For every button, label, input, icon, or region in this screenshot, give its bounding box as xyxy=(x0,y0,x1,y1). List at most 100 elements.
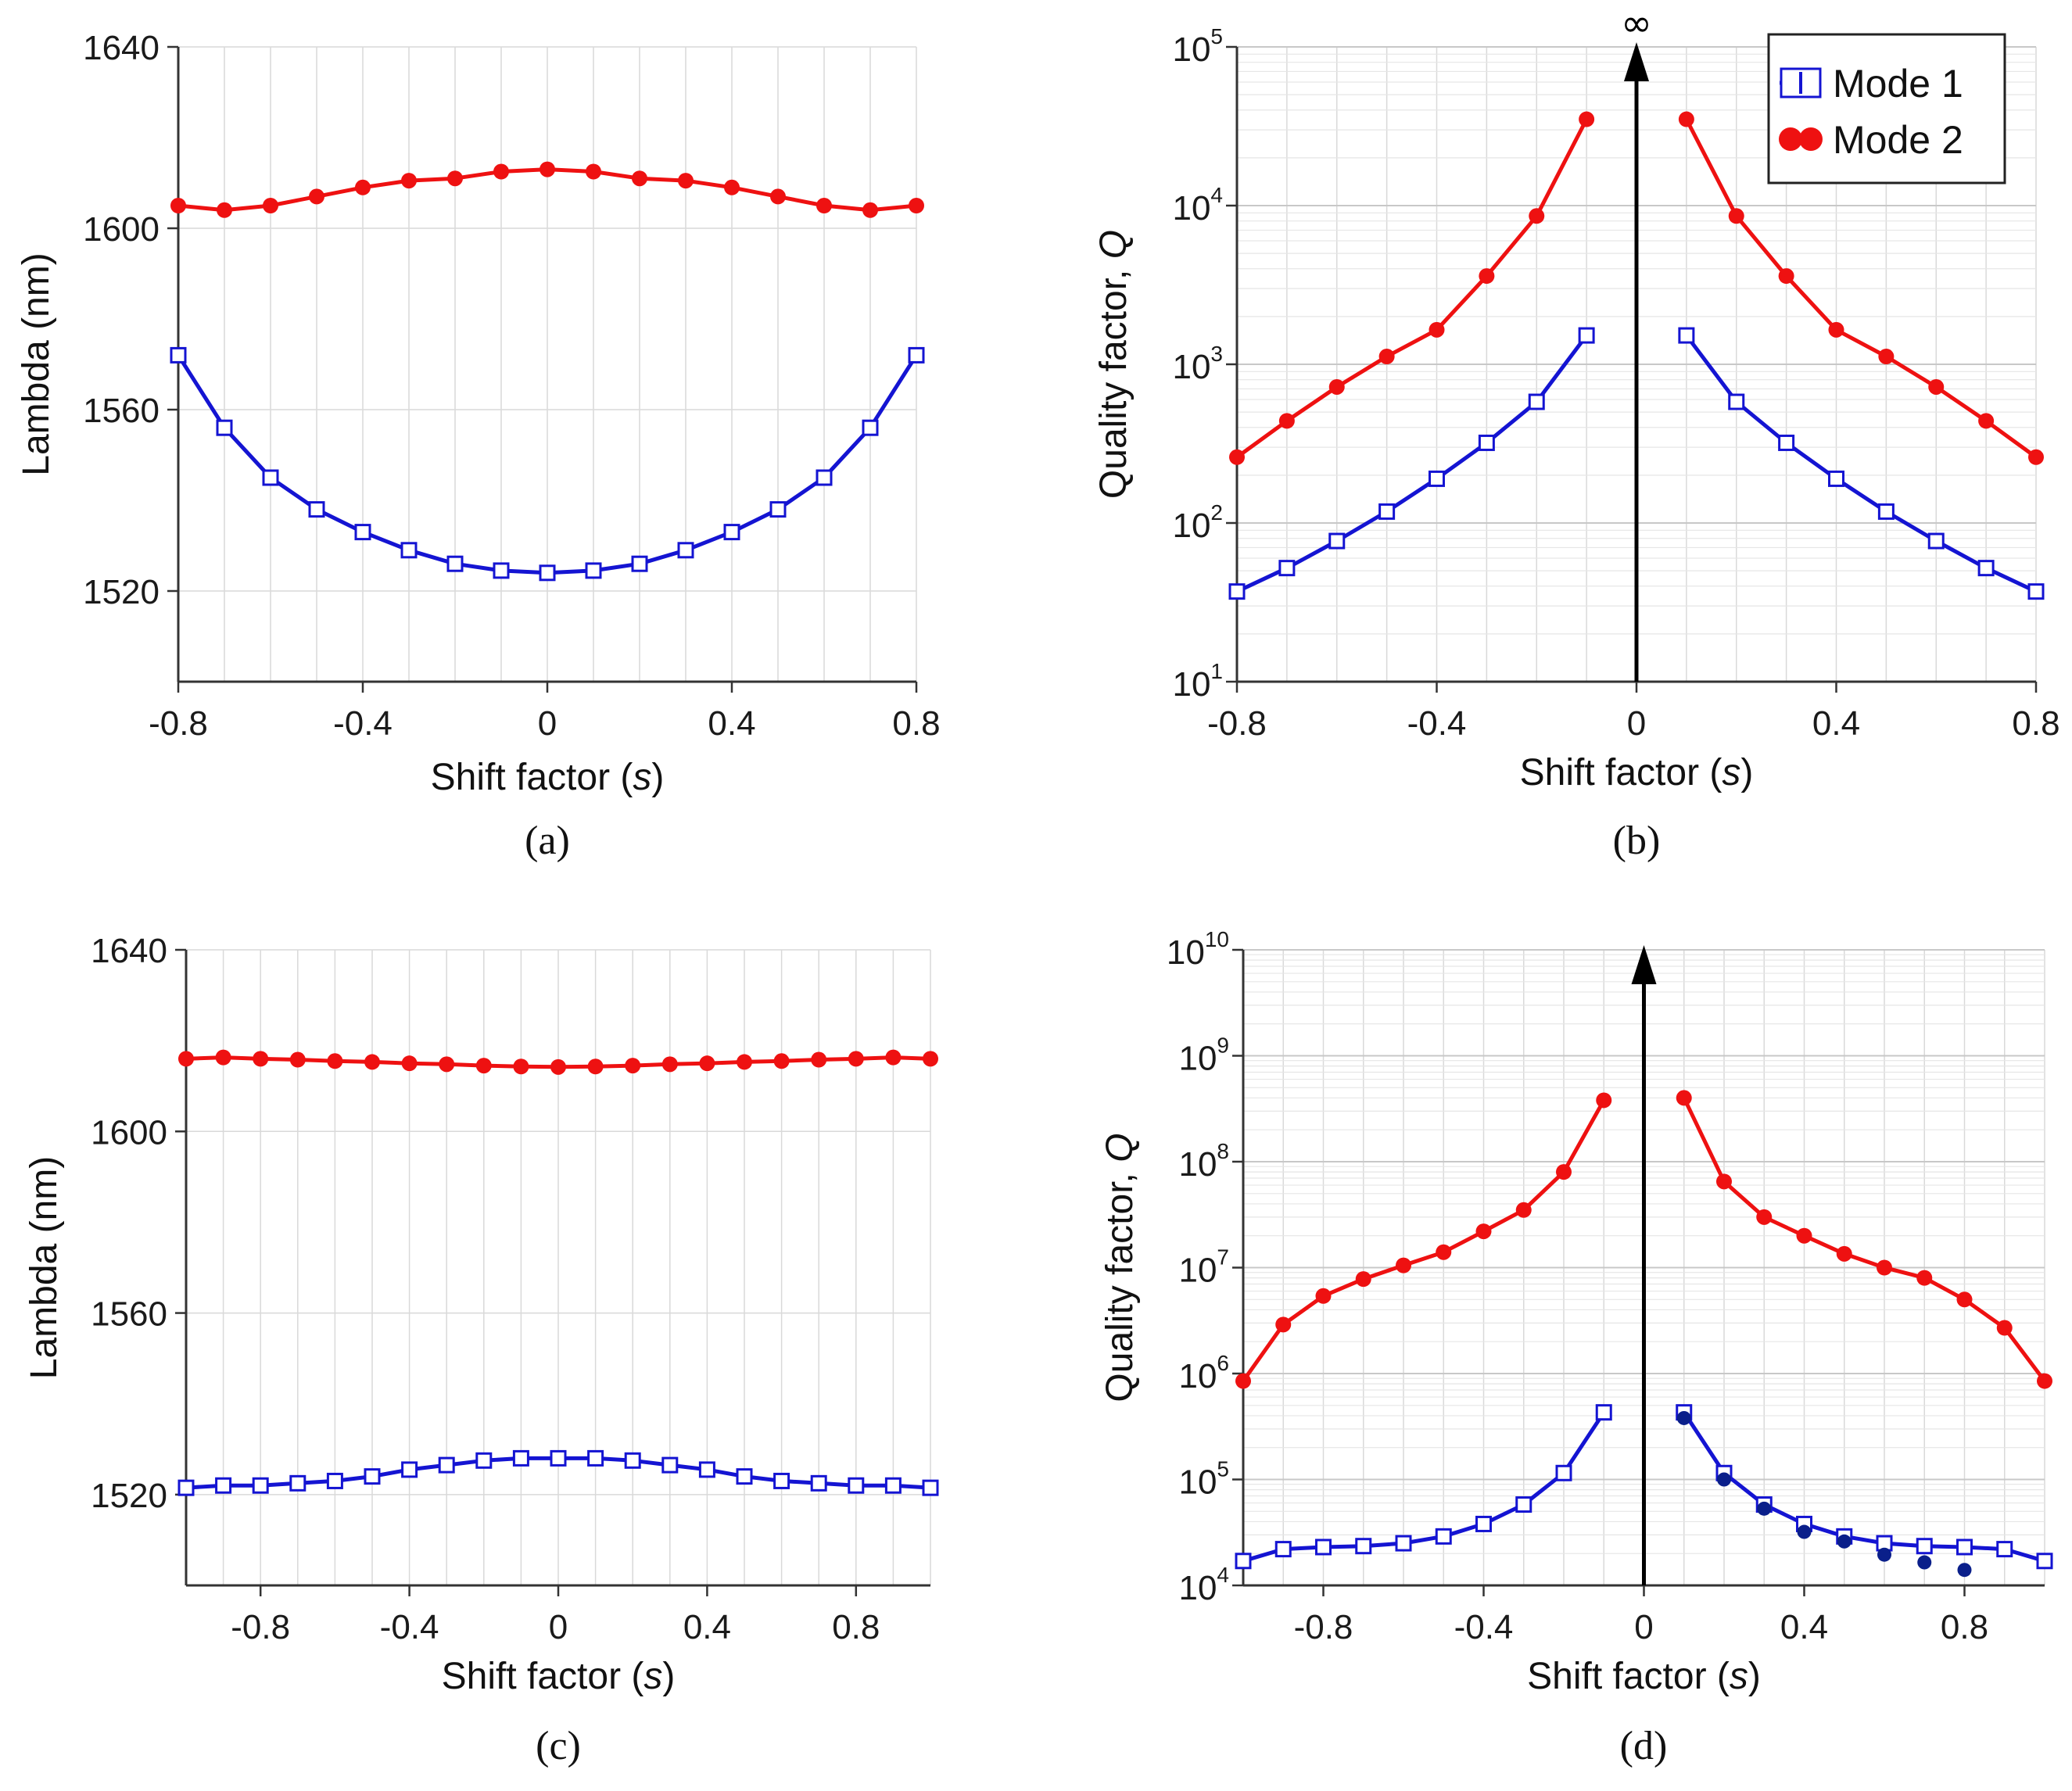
series-line xyxy=(1241,1099,1606,1383)
data-point xyxy=(1315,1288,1332,1304)
x-tick-label: -0.8 xyxy=(1207,704,1267,743)
x-tick-label: 0.4 xyxy=(1812,704,1860,743)
data-point xyxy=(1475,1223,1492,1240)
data-point xyxy=(631,555,648,572)
data-point xyxy=(215,1049,231,1066)
data-point xyxy=(1778,268,1794,285)
data-point xyxy=(2037,1373,2052,1389)
y-tick-label: 1640 xyxy=(91,932,167,970)
series-mode-1 xyxy=(170,346,925,582)
x-tick-label: -0.4 xyxy=(333,704,393,743)
data-point xyxy=(2027,583,2045,600)
data-point xyxy=(550,1058,566,1075)
data-point xyxy=(493,562,510,579)
data-point xyxy=(364,1468,381,1485)
infinity-label: ∞ xyxy=(1621,2,1652,45)
x-tick-label: -0.8 xyxy=(1294,1608,1353,1646)
data-point xyxy=(446,555,464,572)
data-point xyxy=(884,1477,902,1494)
x-tick-label: 0 xyxy=(1627,704,1646,743)
data-point xyxy=(737,1054,752,1070)
data-point xyxy=(1429,321,1445,338)
data-point xyxy=(1274,1541,1292,1558)
data-point xyxy=(736,1468,753,1485)
data-point xyxy=(1728,393,1745,410)
data-point xyxy=(625,1058,641,1074)
data-point xyxy=(769,501,787,518)
x-tick-label: 0 xyxy=(1634,1608,1653,1646)
data-point xyxy=(512,1449,529,1467)
data-point xyxy=(1235,1553,1252,1570)
data-point xyxy=(447,170,463,187)
y-tick-label: 109 xyxy=(1178,1033,1229,1078)
x-tick-label: -0.4 xyxy=(1454,1608,1514,1646)
data-point xyxy=(1278,560,1296,577)
data-point xyxy=(1797,1524,1812,1539)
x-tick-label: 0.8 xyxy=(2012,704,2059,743)
data-point xyxy=(2036,1553,2053,1570)
data-point xyxy=(364,1054,380,1070)
y-tick-label: 1010 xyxy=(1167,927,1229,972)
data-point xyxy=(1478,434,1495,451)
series-mode-1 xyxy=(1228,327,2045,600)
data-point xyxy=(1836,1245,1852,1262)
data-point xyxy=(922,1479,939,1496)
x-tick-label: -0.4 xyxy=(1407,704,1467,743)
y-axis-label: Lambda (nm) xyxy=(16,253,57,475)
data-point xyxy=(1678,327,1695,344)
data-point xyxy=(816,198,832,213)
x-axis-label: Shift factor (s) xyxy=(431,757,665,798)
data-point xyxy=(1528,393,1545,410)
series-mode-1-dots- xyxy=(1676,1410,1972,1578)
data-point xyxy=(1479,268,1495,285)
series-mode-2 xyxy=(178,1049,938,1075)
legend-label: Mode 1 xyxy=(1833,62,1963,106)
chart-b: -0.8 -0.4 0 0.4 0.8 101 102 103 104 105 Shift fact… xyxy=(1093,2,2060,863)
x-tick-label: 0.8 xyxy=(832,1608,880,1646)
data-point xyxy=(1978,413,1995,429)
data-point xyxy=(327,1053,343,1069)
data-point xyxy=(585,562,602,579)
y-tick-label: 1640 xyxy=(83,29,160,67)
data-point xyxy=(770,188,786,205)
data-point xyxy=(1916,1538,1933,1555)
series-line xyxy=(1235,334,1589,593)
data-point xyxy=(1315,1538,1332,1556)
data-point xyxy=(586,163,601,180)
y-tick-label: 105 xyxy=(1172,24,1223,69)
x-axis-label: Shift factor (s) xyxy=(1520,752,1754,793)
data-point xyxy=(1355,1538,1372,1555)
data-point xyxy=(811,1051,827,1068)
data-point xyxy=(1529,208,1545,224)
data-point xyxy=(289,1051,306,1068)
x-axis-label: Shift factor (s) xyxy=(1527,1656,1761,1697)
data-point xyxy=(1837,1534,1852,1549)
data-point xyxy=(587,1449,604,1467)
series-line xyxy=(1242,1411,1606,1564)
data-point xyxy=(1728,208,1744,224)
x-tick-label: -0.4 xyxy=(380,1608,439,1646)
data-point xyxy=(909,198,924,213)
y-tick-label: 1560 xyxy=(91,1295,167,1334)
data-point xyxy=(513,1058,529,1075)
data-point xyxy=(1578,327,1595,344)
series-mode-2 xyxy=(170,161,924,218)
data-point xyxy=(1396,1257,1411,1273)
data-point xyxy=(252,1477,269,1494)
panel-caption: (c) xyxy=(536,1724,581,1768)
grid-horizontal xyxy=(186,949,930,1495)
series-line xyxy=(1235,118,1589,459)
legend-marker xyxy=(1799,127,1823,151)
series-mode-2 xyxy=(1235,1090,2052,1389)
y-tick-label: 106 xyxy=(1178,1351,1229,1395)
x-tick-label: 0.8 xyxy=(892,704,940,743)
data-point xyxy=(177,1479,195,1496)
y-tick-label: 108 xyxy=(1178,1139,1229,1184)
data-point xyxy=(217,202,232,218)
data-point xyxy=(1756,1209,1773,1225)
data-point xyxy=(215,1477,232,1494)
data-point xyxy=(1515,1496,1532,1513)
data-point xyxy=(661,1456,679,1474)
y-axis-label: Quality factor, Q xyxy=(1099,1133,1141,1402)
data-point xyxy=(698,1461,715,1478)
